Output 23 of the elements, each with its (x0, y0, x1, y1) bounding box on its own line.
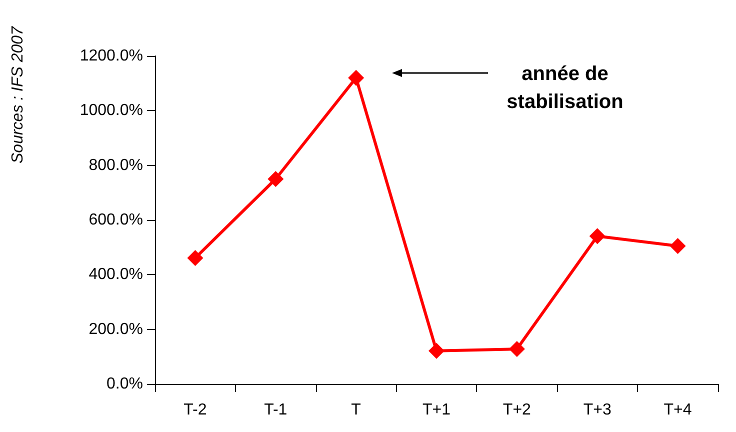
y-tick-label: 600.0% (88, 212, 143, 228)
y-tick-label: 400.0% (88, 266, 143, 284)
y-tick-label: 200.0% (88, 320, 143, 338)
y-tick-label: 800.0% (88, 156, 143, 174)
x-tick-label: T+2 (502, 402, 532, 418)
x-tick-label: T+3 (583, 402, 612, 418)
x-tick-label: T-1 (264, 402, 288, 418)
point (589, 228, 606, 244)
y-tick-label: 1200.0% (80, 48, 143, 64)
y-tick-label: 1000.0% (80, 102, 143, 120)
x-tick-label: T+1 (422, 402, 451, 418)
point (268, 171, 284, 187)
point (508, 341, 525, 358)
x-tick-label: T-2 (184, 402, 207, 418)
x-tick-label: T (351, 402, 362, 418)
point (670, 238, 686, 254)
point (428, 342, 444, 359)
point (187, 250, 204, 266)
y-tick-label: 0.0% (106, 376, 143, 392)
x-tick-label: T+4 (664, 402, 692, 418)
annotation: année de stabilisation (506, 63, 624, 113)
point (348, 70, 364, 86)
source-note: Sources : IFS 2007 (10, 25, 26, 164)
